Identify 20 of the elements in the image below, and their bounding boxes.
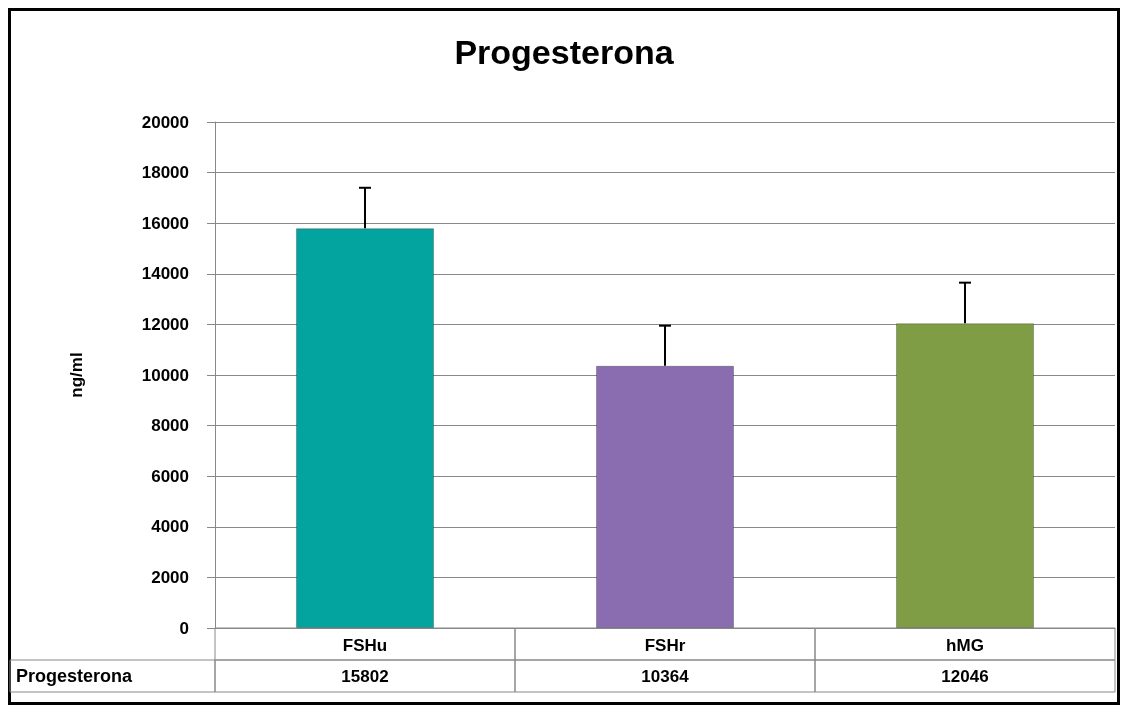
chart-title: Progesterona bbox=[454, 33, 675, 71]
y-tick-label: 4000 bbox=[151, 517, 189, 537]
data-label: 15802 bbox=[341, 666, 389, 686]
y-tick-label: 10000 bbox=[141, 365, 189, 385]
data-label: 12046 bbox=[941, 666, 989, 686]
y-tick-label: 14000 bbox=[141, 264, 189, 284]
x-tick-label: FSHu bbox=[342, 636, 388, 655]
x-tick-label: hMG bbox=[946, 636, 984, 655]
x-tick-label: FSHr bbox=[644, 636, 686, 655]
y-tick-label: 2000 bbox=[151, 567, 189, 587]
y-tick-label: 12000 bbox=[141, 314, 189, 334]
y-tick-label: 6000 bbox=[151, 466, 189, 486]
text: Progesterona bbox=[16, 666, 134, 686]
y-axis-title: ng/ml bbox=[67, 352, 86, 398]
y-tick-label: 16000 bbox=[141, 213, 189, 233]
y-tick-label: 0 bbox=[179, 618, 189, 638]
y-tick-label: 18000 bbox=[141, 163, 189, 183]
data-label: 10364 bbox=[641, 666, 690, 686]
y-tick-label: 8000 bbox=[151, 416, 189, 436]
y-tick-label: 20000 bbox=[141, 112, 189, 132]
